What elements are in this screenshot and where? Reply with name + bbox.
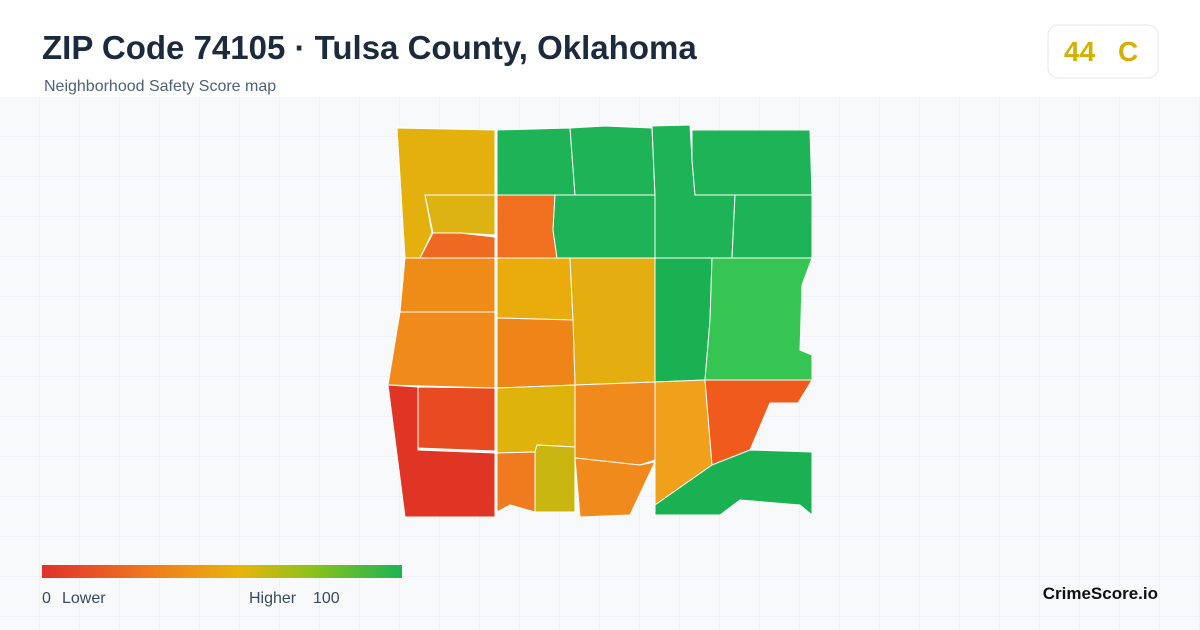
legend-min: 0: [42, 590, 51, 607]
region: [496, 127, 576, 196]
region: [496, 257, 574, 321]
region: [569, 125, 656, 196]
region: [424, 194, 496, 236]
region: [574, 381, 656, 466]
region: [419, 232, 496, 259]
brand: CrimeScore.io: [1043, 584, 1158, 603]
legend-max: 100: [313, 590, 340, 607]
legend-max-label: Higher: [249, 590, 297, 607]
region: [691, 129, 813, 196]
region: [552, 194, 656, 259]
subtitle: Neighborhood Safety Score map: [44, 78, 276, 95]
region: [496, 194, 558, 259]
region: [574, 457, 656, 518]
region: [399, 257, 496, 313]
region: [496, 451, 536, 513]
legend-min-label: Lower: [62, 590, 106, 607]
region: [387, 311, 496, 389]
region: [417, 386, 496, 452]
zip-map: [387, 124, 813, 518]
title: ZIP Code 74105 · Tulsa County, Oklahoma: [42, 29, 697, 66]
score: 44: [1064, 36, 1096, 67]
region: [496, 317, 576, 389]
region: [704, 257, 813, 381]
header-bg: [0, 0, 1200, 97]
region: [731, 194, 813, 259]
region: [654, 449, 813, 516]
legend-gradient: [42, 565, 402, 578]
region: [654, 257, 713, 383]
region: [496, 384, 576, 454]
region: [534, 444, 576, 513]
region: [569, 257, 656, 386]
score-badge: [1047, 24, 1159, 79]
grade: C: [1118, 36, 1138, 67]
